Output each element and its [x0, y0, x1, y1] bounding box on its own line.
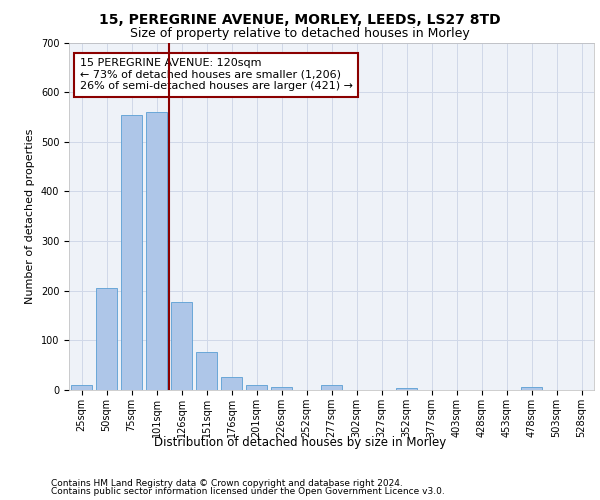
Text: Contains public sector information licensed under the Open Government Licence v3: Contains public sector information licen…: [51, 487, 445, 496]
Bar: [171, 302, 192, 390]
Text: Distribution of detached houses by size in Morley: Distribution of detached houses by size …: [154, 436, 446, 449]
Text: Contains HM Land Registry data © Crown copyright and database right 2024.: Contains HM Land Registry data © Crown c…: [51, 478, 403, 488]
Bar: [271, 387, 292, 390]
Bar: [121, 116, 142, 390]
Bar: [321, 385, 342, 390]
Bar: [521, 387, 542, 390]
Text: Size of property relative to detached houses in Morley: Size of property relative to detached ho…: [130, 28, 470, 40]
Bar: [221, 376, 242, 390]
Bar: [246, 384, 267, 390]
Bar: [396, 388, 417, 390]
Y-axis label: Number of detached properties: Number of detached properties: [25, 128, 35, 304]
Bar: [146, 112, 167, 390]
Bar: [96, 288, 117, 390]
Text: 15 PEREGRINE AVENUE: 120sqm
← 73% of detached houses are smaller (1,206)
26% of : 15 PEREGRINE AVENUE: 120sqm ← 73% of det…: [79, 58, 353, 92]
Bar: [196, 352, 217, 390]
Bar: [71, 385, 92, 390]
Text: 15, PEREGRINE AVENUE, MORLEY, LEEDS, LS27 8TD: 15, PEREGRINE AVENUE, MORLEY, LEEDS, LS2…: [99, 12, 501, 26]
